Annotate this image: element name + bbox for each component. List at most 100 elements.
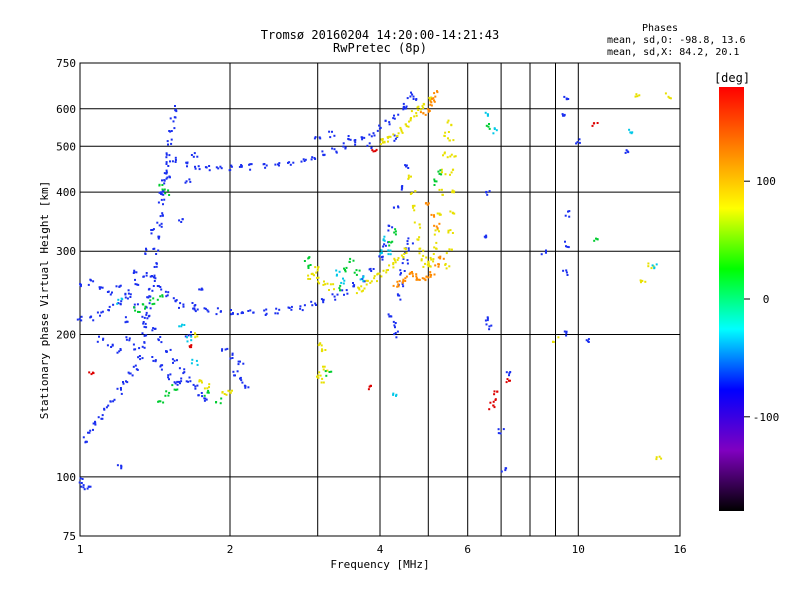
data-point (324, 283, 327, 286)
data-point (145, 334, 148, 337)
data-point (427, 202, 430, 205)
data-point (568, 215, 571, 218)
data-point (354, 143, 357, 146)
data-point (101, 310, 104, 313)
data-point (355, 269, 358, 272)
data-point (389, 135, 392, 138)
data-point (134, 278, 136, 281)
data-point (393, 139, 396, 142)
data-point (152, 248, 155, 250)
data-point (493, 390, 496, 393)
data-point (145, 306, 148, 309)
data-point (160, 288, 163, 291)
data-point (88, 431, 91, 434)
data-point (159, 336, 162, 338)
data-point (215, 166, 218, 169)
data-point (244, 386, 247, 389)
y-tick-label: 400 (56, 186, 76, 199)
data-point (168, 194, 171, 196)
data-point (220, 167, 223, 170)
data-point (437, 256, 440, 259)
data-point (403, 270, 406, 272)
data-point (355, 273, 358, 276)
data-point (191, 358, 194, 361)
data-point (173, 381, 176, 384)
data-point (565, 98, 568, 101)
data-point (142, 303, 145, 306)
data-point (201, 395, 204, 398)
data-point (595, 237, 597, 240)
data-point (393, 114, 395, 117)
data-point (122, 382, 125, 385)
data-point (151, 289, 154, 292)
data-point (413, 221, 416, 224)
data-point (352, 282, 354, 284)
data-point (433, 99, 435, 102)
data-point (174, 108, 177, 111)
data-point (396, 280, 399, 283)
data-point (124, 296, 127, 299)
data-point (174, 299, 177, 302)
data-point (412, 95, 415, 98)
data-point (568, 210, 571, 213)
data-point (434, 95, 437, 98)
data-point (197, 394, 200, 397)
data-point (647, 262, 650, 265)
data-point (154, 359, 157, 362)
data-point (451, 232, 454, 234)
data-point (278, 308, 281, 311)
data-point (290, 308, 293, 311)
data-point (392, 117, 395, 120)
data-point (311, 304, 314, 307)
data-point (152, 297, 155, 300)
data-point (413, 209, 416, 212)
data-point (485, 323, 488, 326)
data-point (166, 140, 169, 143)
data-point (318, 282, 321, 285)
data-point (167, 394, 170, 397)
data-point (314, 302, 317, 305)
data-point (191, 302, 194, 304)
data-point (87, 431, 89, 434)
data-point (231, 352, 234, 355)
data-point (444, 131, 447, 134)
data-point (190, 335, 193, 338)
data-point (378, 272, 381, 275)
data-point (446, 156, 449, 159)
data-point (596, 238, 599, 241)
data-point (311, 156, 314, 159)
data-point (440, 168, 443, 171)
data-point (145, 311, 148, 314)
data-point (195, 359, 198, 362)
data-point (387, 224, 390, 227)
data-point (489, 401, 492, 404)
data-point (644, 280, 647, 283)
data-point (439, 255, 442, 258)
data-point (154, 360, 157, 363)
data-point (133, 271, 136, 274)
data-point (367, 388, 370, 391)
data-point (161, 294, 164, 297)
y-tick-label: 600 (56, 103, 76, 116)
data-point (362, 276, 365, 279)
data-point (194, 167, 197, 170)
data-point (249, 163, 252, 166)
data-point (354, 141, 357, 144)
data-point (373, 275, 376, 278)
data-point (173, 388, 176, 391)
data-point (380, 275, 383, 278)
data-point (155, 265, 158, 268)
data-point (142, 322, 145, 325)
data-point (430, 96, 433, 99)
data-point (100, 417, 103, 420)
data-point (383, 235, 386, 238)
data-point (200, 288, 203, 291)
data-point (206, 387, 209, 390)
data-point (160, 225, 163, 228)
colorbar: [deg] 100 0 -100 (714, 71, 779, 511)
data-point (403, 247, 406, 250)
data-point (161, 188, 164, 191)
data-point (407, 174, 410, 177)
data-point (308, 256, 311, 259)
data-point (194, 332, 196, 335)
